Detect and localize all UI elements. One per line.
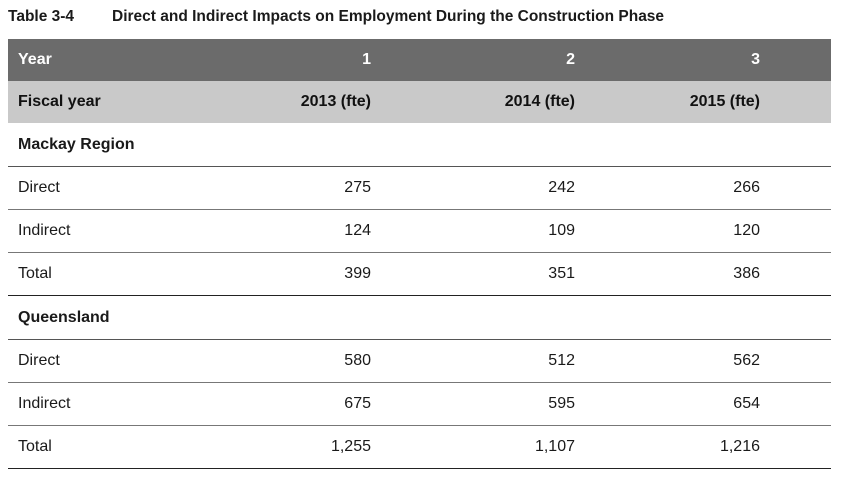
employment-impacts-table: Year 1 2 3 Fiscal year 2013 (fte) 2014 (… (8, 39, 831, 469)
value-cell: 1,216 (588, 425, 831, 469)
fiscal-year-header-label: Fiscal year (8, 81, 188, 123)
value-cell: 266 (588, 166, 831, 210)
section-row-queensland: Queensland (8, 295, 831, 340)
year-header-cell: 3 (588, 39, 831, 81)
row-label: Indirect (8, 382, 188, 426)
row-label: Indirect (8, 209, 188, 253)
value-cell: 351 (388, 252, 588, 296)
table-title: Direct and Indirect Impacts on Employmen… (112, 8, 665, 25)
value-cell: 399 (188, 252, 388, 296)
table-row-total: Total 399 351 386 (8, 252, 831, 296)
value-cell: 595 (388, 382, 588, 426)
fiscal-year-header-cell: 2014 (fte) (388, 81, 588, 123)
value-cell: 675 (188, 382, 388, 426)
value-cell: 386 (588, 252, 831, 296)
value-cell: 562 (588, 339, 831, 383)
row-label: Direct (8, 339, 188, 383)
fiscal-year-header-cell: 2013 (fte) (188, 81, 388, 123)
table-caption: Table 3-4 Direct and Indirect Impacts on … (8, 8, 664, 26)
row-label: Direct (8, 166, 188, 210)
value-cell: 109 (388, 209, 588, 253)
table-row: Direct 580 512 562 (8, 339, 831, 383)
value-cell: 654 (588, 382, 831, 426)
value-cell: 120 (588, 209, 831, 253)
value-cell: 242 (388, 166, 588, 210)
year-header-row: Year 1 2 3 (8, 39, 831, 81)
row-label: Total (8, 252, 188, 296)
year-header-label: Year (8, 39, 188, 81)
section-title: Queensland (8, 295, 831, 340)
table-row: Direct 275 242 266 (8, 166, 831, 210)
year-header-cell: 1 (188, 39, 388, 81)
value-cell: 124 (188, 209, 388, 253)
fiscal-year-header-row: Fiscal year 2013 (fte) 2014 (fte) 2015 (… (8, 81, 831, 123)
value-cell: 1,255 (188, 425, 388, 469)
fiscal-year-header-cell: 2015 (fte) (588, 81, 831, 123)
row-label: Total (8, 425, 188, 469)
table-row: Indirect 124 109 120 (8, 209, 831, 253)
year-header-cell: 2 (388, 39, 588, 81)
value-cell: 512 (388, 339, 588, 383)
section-row-mackay-region: Mackay Region (8, 123, 831, 167)
table-row: Indirect 675 595 654 (8, 382, 831, 426)
value-cell: 1,107 (388, 425, 588, 469)
section-title: Mackay Region (8, 123, 831, 167)
value-cell: 275 (188, 166, 388, 210)
table-row-total: Total 1,255 1,107 1,216 (8, 425, 831, 469)
table-number: Table 3-4 (8, 8, 75, 25)
value-cell: 580 (188, 339, 388, 383)
